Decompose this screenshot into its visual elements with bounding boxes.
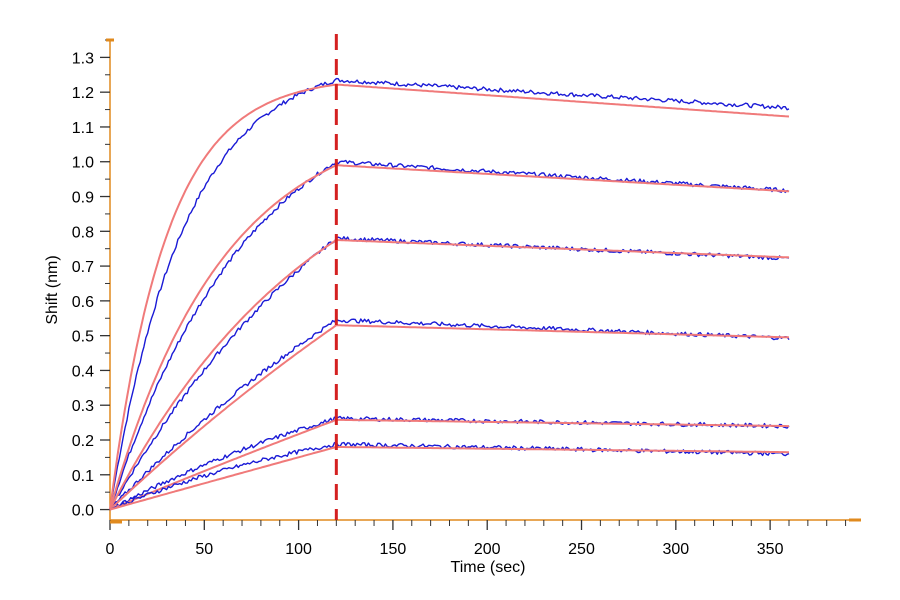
x-tick-label: 150 (380, 541, 407, 558)
x-tick-label: 300 (662, 541, 689, 558)
y-tick-label: 0.9 (72, 190, 94, 207)
y-tick-label: 0.3 (72, 398, 94, 415)
axes: 0 50 100 150 200 250 300 350 0.0 0.1 0.2 0.3 0.4 0.5 0… (72, 38, 861, 558)
y-tick-label: 1.0 (72, 155, 94, 172)
x-axis-title: Time (sec) (451, 559, 526, 576)
fit-curve-3 (109, 164, 790, 510)
x-tick-label: 0 (106, 541, 115, 558)
measured-curve-2 (109, 159, 790, 510)
x-tick-label: 50 (195, 541, 213, 558)
measured-curve-8 (109, 415, 790, 511)
x-tick-label: 200 (474, 541, 501, 558)
x-tick-label: 350 (757, 541, 784, 558)
fit-curve-5 (109, 239, 790, 511)
fit-curve-11 (109, 446, 789, 511)
fit-curve-1 (109, 83, 790, 510)
y-tick-label: 0.5 (72, 329, 94, 346)
y-tick-label: 0.6 (72, 294, 94, 311)
fit-curve-9 (109, 418, 789, 511)
measured-curve-10 (109, 441, 790, 511)
y-tick-label: 0.7 (72, 259, 94, 276)
y-tick-label: 1.1 (72, 120, 94, 137)
fit-curve-7 (109, 324, 790, 511)
measured-curve-6 (109, 318, 790, 511)
y-tick-label: 1.2 (72, 85, 94, 102)
x-tick-label: 100 (285, 541, 312, 558)
y-tick-label: 0.4 (72, 363, 94, 380)
curves (109, 77, 790, 511)
y-axis-title: Shift (nm) (44, 255, 61, 324)
y-tick-label: 0.8 (72, 224, 94, 241)
y-tick-label: 0.2 (72, 433, 94, 450)
x-tick-label: 250 (568, 541, 595, 558)
y-tick-label: 0.1 (72, 468, 94, 485)
y-tick-label: 1.3 (72, 50, 94, 67)
measured-curve-0 (109, 77, 790, 510)
y-tick-label: 0.0 (72, 503, 94, 520)
